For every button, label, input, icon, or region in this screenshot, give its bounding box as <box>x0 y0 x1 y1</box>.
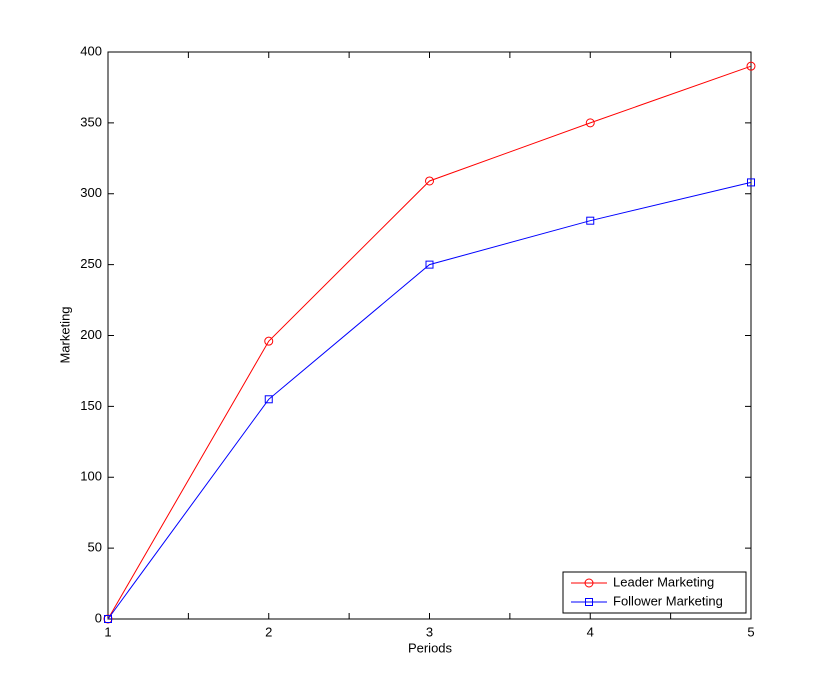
marker <box>585 118 595 128</box>
y-tick-label: 250 <box>80 256 102 271</box>
y-tick-label: 200 <box>80 327 102 342</box>
marker <box>746 61 756 71</box>
legend-box <box>562 571 747 614</box>
y-tick-label: 100 <box>80 469 102 484</box>
x-axis-label: Periods <box>408 640 453 655</box>
x-tick-label: 5 <box>747 624 754 639</box>
y-tick-label: 400 <box>80 43 102 58</box>
y-tick-label: 350 <box>80 114 102 129</box>
x-tick-label: 1 <box>104 624 111 639</box>
x-tick-label: 3 <box>426 624 433 639</box>
legend-label: Leader Marketing <box>613 574 714 589</box>
x-tick-label: 4 <box>587 624 594 639</box>
y-axis-label: Marketing <box>57 306 72 363</box>
y-tick-label: 0 <box>95 610 102 625</box>
marker <box>104 615 112 623</box>
x-tick-label: 2 <box>265 624 272 639</box>
y-tick-label: 150 <box>80 398 102 413</box>
marker <box>425 260 434 269</box>
legend-marker <box>585 598 593 606</box>
marker <box>264 336 274 346</box>
marker <box>747 178 755 187</box>
series-line <box>107 65 752 620</box>
marker <box>425 176 434 186</box>
legend-label: Follower Marketing <box>613 593 723 608</box>
marker <box>586 216 595 225</box>
y-tick-label: 50 <box>88 540 102 555</box>
y-tick-label: 300 <box>80 185 102 200</box>
series-line <box>107 181 752 620</box>
legend-marker <box>584 578 594 588</box>
marker <box>264 395 273 404</box>
